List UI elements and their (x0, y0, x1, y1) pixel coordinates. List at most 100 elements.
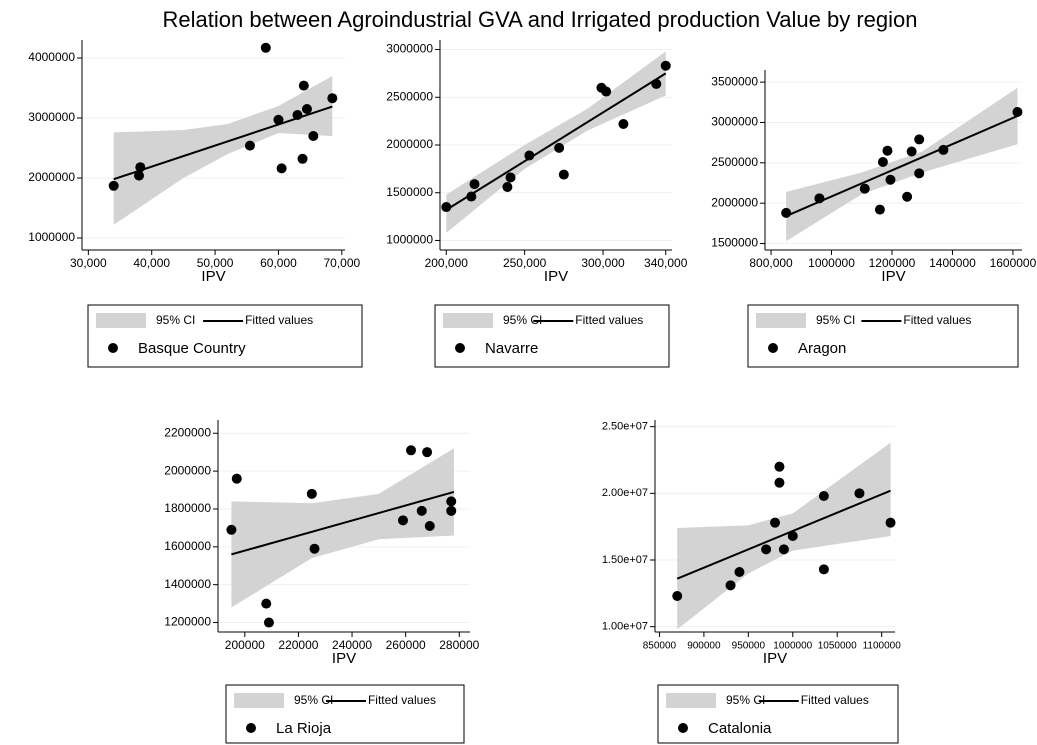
data-point (441, 202, 452, 213)
legend-label: Fitted values (575, 313, 643, 327)
y-tick-label: 1.50e+07 (602, 554, 648, 566)
data-point (263, 617, 274, 628)
data-point (309, 543, 320, 554)
data-point (618, 119, 629, 129)
x-tick-label: 1100000 (863, 641, 902, 652)
data-point (770, 517, 780, 528)
y-tick-label: 3000000 (28, 110, 75, 124)
data-point (882, 145, 893, 156)
legend-marker (108, 343, 118, 353)
x-tick-label: 70,000 (323, 256, 360, 270)
data-point (859, 183, 870, 194)
data-point (297, 153, 308, 164)
legend: 95% CI Fitted values Basque Country (87, 304, 363, 368)
legend: 95% CI Fitted values Catalonia (657, 684, 899, 744)
x-tick-label: 300,000 (581, 256, 625, 270)
data-point (906, 146, 917, 157)
x-tick-label: 1000000 (773, 641, 812, 652)
data-point (108, 180, 119, 191)
data-point (761, 544, 772, 555)
x-tick-label: 200000 (225, 638, 265, 652)
x-axis-label: IPV (201, 268, 225, 285)
data-point (424, 521, 435, 531)
data-point (814, 193, 825, 204)
legend-label: Fitted values (801, 693, 869, 707)
data-point (778, 544, 789, 555)
x-tick-label: 60,000 (260, 256, 297, 270)
y-tick-label: 3000000 (386, 42, 433, 56)
data-point (134, 170, 145, 181)
data-point (914, 168, 925, 179)
data-point (301, 104, 312, 114)
legend-swatch (234, 693, 284, 708)
data-point (885, 174, 896, 185)
legend-label: Fitted values (903, 313, 971, 327)
y-tick-label: 2.50e+07 (602, 421, 648, 433)
data-point (902, 191, 913, 202)
legend-label: Fitted values (245, 313, 313, 327)
data-point (672, 591, 683, 601)
y-tick-label: 2000000 (386, 137, 433, 151)
fitted-line (445, 72, 667, 211)
x-tick-label: 280000 (439, 638, 479, 652)
y-tick-label: 1000000 (386, 233, 433, 247)
data-point (469, 179, 480, 190)
chart-panel: 1200000 1400000 1600000 1800000 2000000 22000… (164, 420, 480, 744)
legend-label: Aragon (798, 340, 846, 357)
ci-band (113, 76, 333, 225)
legend-label: Navarre (485, 340, 538, 357)
x-tick-label: 40,000 (133, 256, 170, 270)
chart-panel: 1000000 2000000 3000000 4000000 30,000 40,000… (28, 40, 363, 368)
legend-swatch (443, 313, 493, 328)
legend-swatch (756, 313, 806, 328)
y-tick-label: 3000000 (711, 115, 758, 129)
x-tick-label: 220000 (278, 638, 318, 652)
data-point (276, 163, 287, 174)
y-tick-label: 2500000 (711, 155, 758, 169)
legend-label: Basque Country (138, 340, 246, 357)
legend-label: Catalonia (708, 720, 772, 737)
data-point (422, 447, 433, 458)
data-point (818, 564, 829, 575)
legend: 95% CI Fitted values Aragon (747, 304, 1019, 368)
x-tick-label: 900000 (687, 641, 721, 652)
y-tick-label: 1000000 (28, 230, 75, 244)
data-point (416, 505, 427, 516)
data-point (231, 473, 242, 484)
data-point (854, 488, 865, 499)
legend-label: Fitted values (368, 693, 436, 707)
y-tick-label: 2500000 (386, 89, 433, 103)
data-point (273, 114, 284, 125)
ci-band (786, 87, 1018, 242)
ci-band (677, 442, 891, 630)
y-tick-label: 1600000 (164, 539, 211, 553)
data-point (660, 60, 671, 71)
x-tick-label: 30,000 (70, 256, 107, 270)
x-tick-label: 250,000 (503, 256, 547, 270)
data-point (327, 93, 338, 104)
x-tick-label: 240000 (332, 638, 372, 652)
x-tick-label: 340,000 (644, 256, 688, 270)
fitted-line (676, 489, 891, 580)
legend-swatch (96, 313, 146, 328)
data-point (554, 142, 565, 153)
data-point (601, 86, 612, 97)
x-tick-label: 260000 (386, 638, 426, 652)
y-tick-label: 2000000 (164, 463, 211, 477)
data-point (466, 191, 477, 202)
chart-panel: 1500000 2000000 2500000 3000000 3500000 800,0… (711, 70, 1037, 368)
x-axis-label: IPV (881, 268, 905, 285)
legend-label: 95% CI (503, 313, 542, 327)
data-point (226, 524, 237, 535)
data-point (734, 567, 745, 577)
y-tick-label: 4000000 (28, 50, 75, 64)
legend: 95% CI Fitted values La Rioja (225, 684, 465, 744)
legend-label: 95% CI (294, 693, 333, 707)
data-point (885, 517, 896, 528)
legend-label: 95% CI (726, 693, 765, 707)
legend-label: 95% CI (816, 313, 855, 327)
data-point (524, 150, 535, 161)
chart-panel: 1000000 1500000 2000000 2500000 3000000 200,0… (386, 40, 688, 368)
x-tick-label: 1050000 (818, 641, 857, 652)
x-axis-label: IPV (544, 268, 568, 285)
